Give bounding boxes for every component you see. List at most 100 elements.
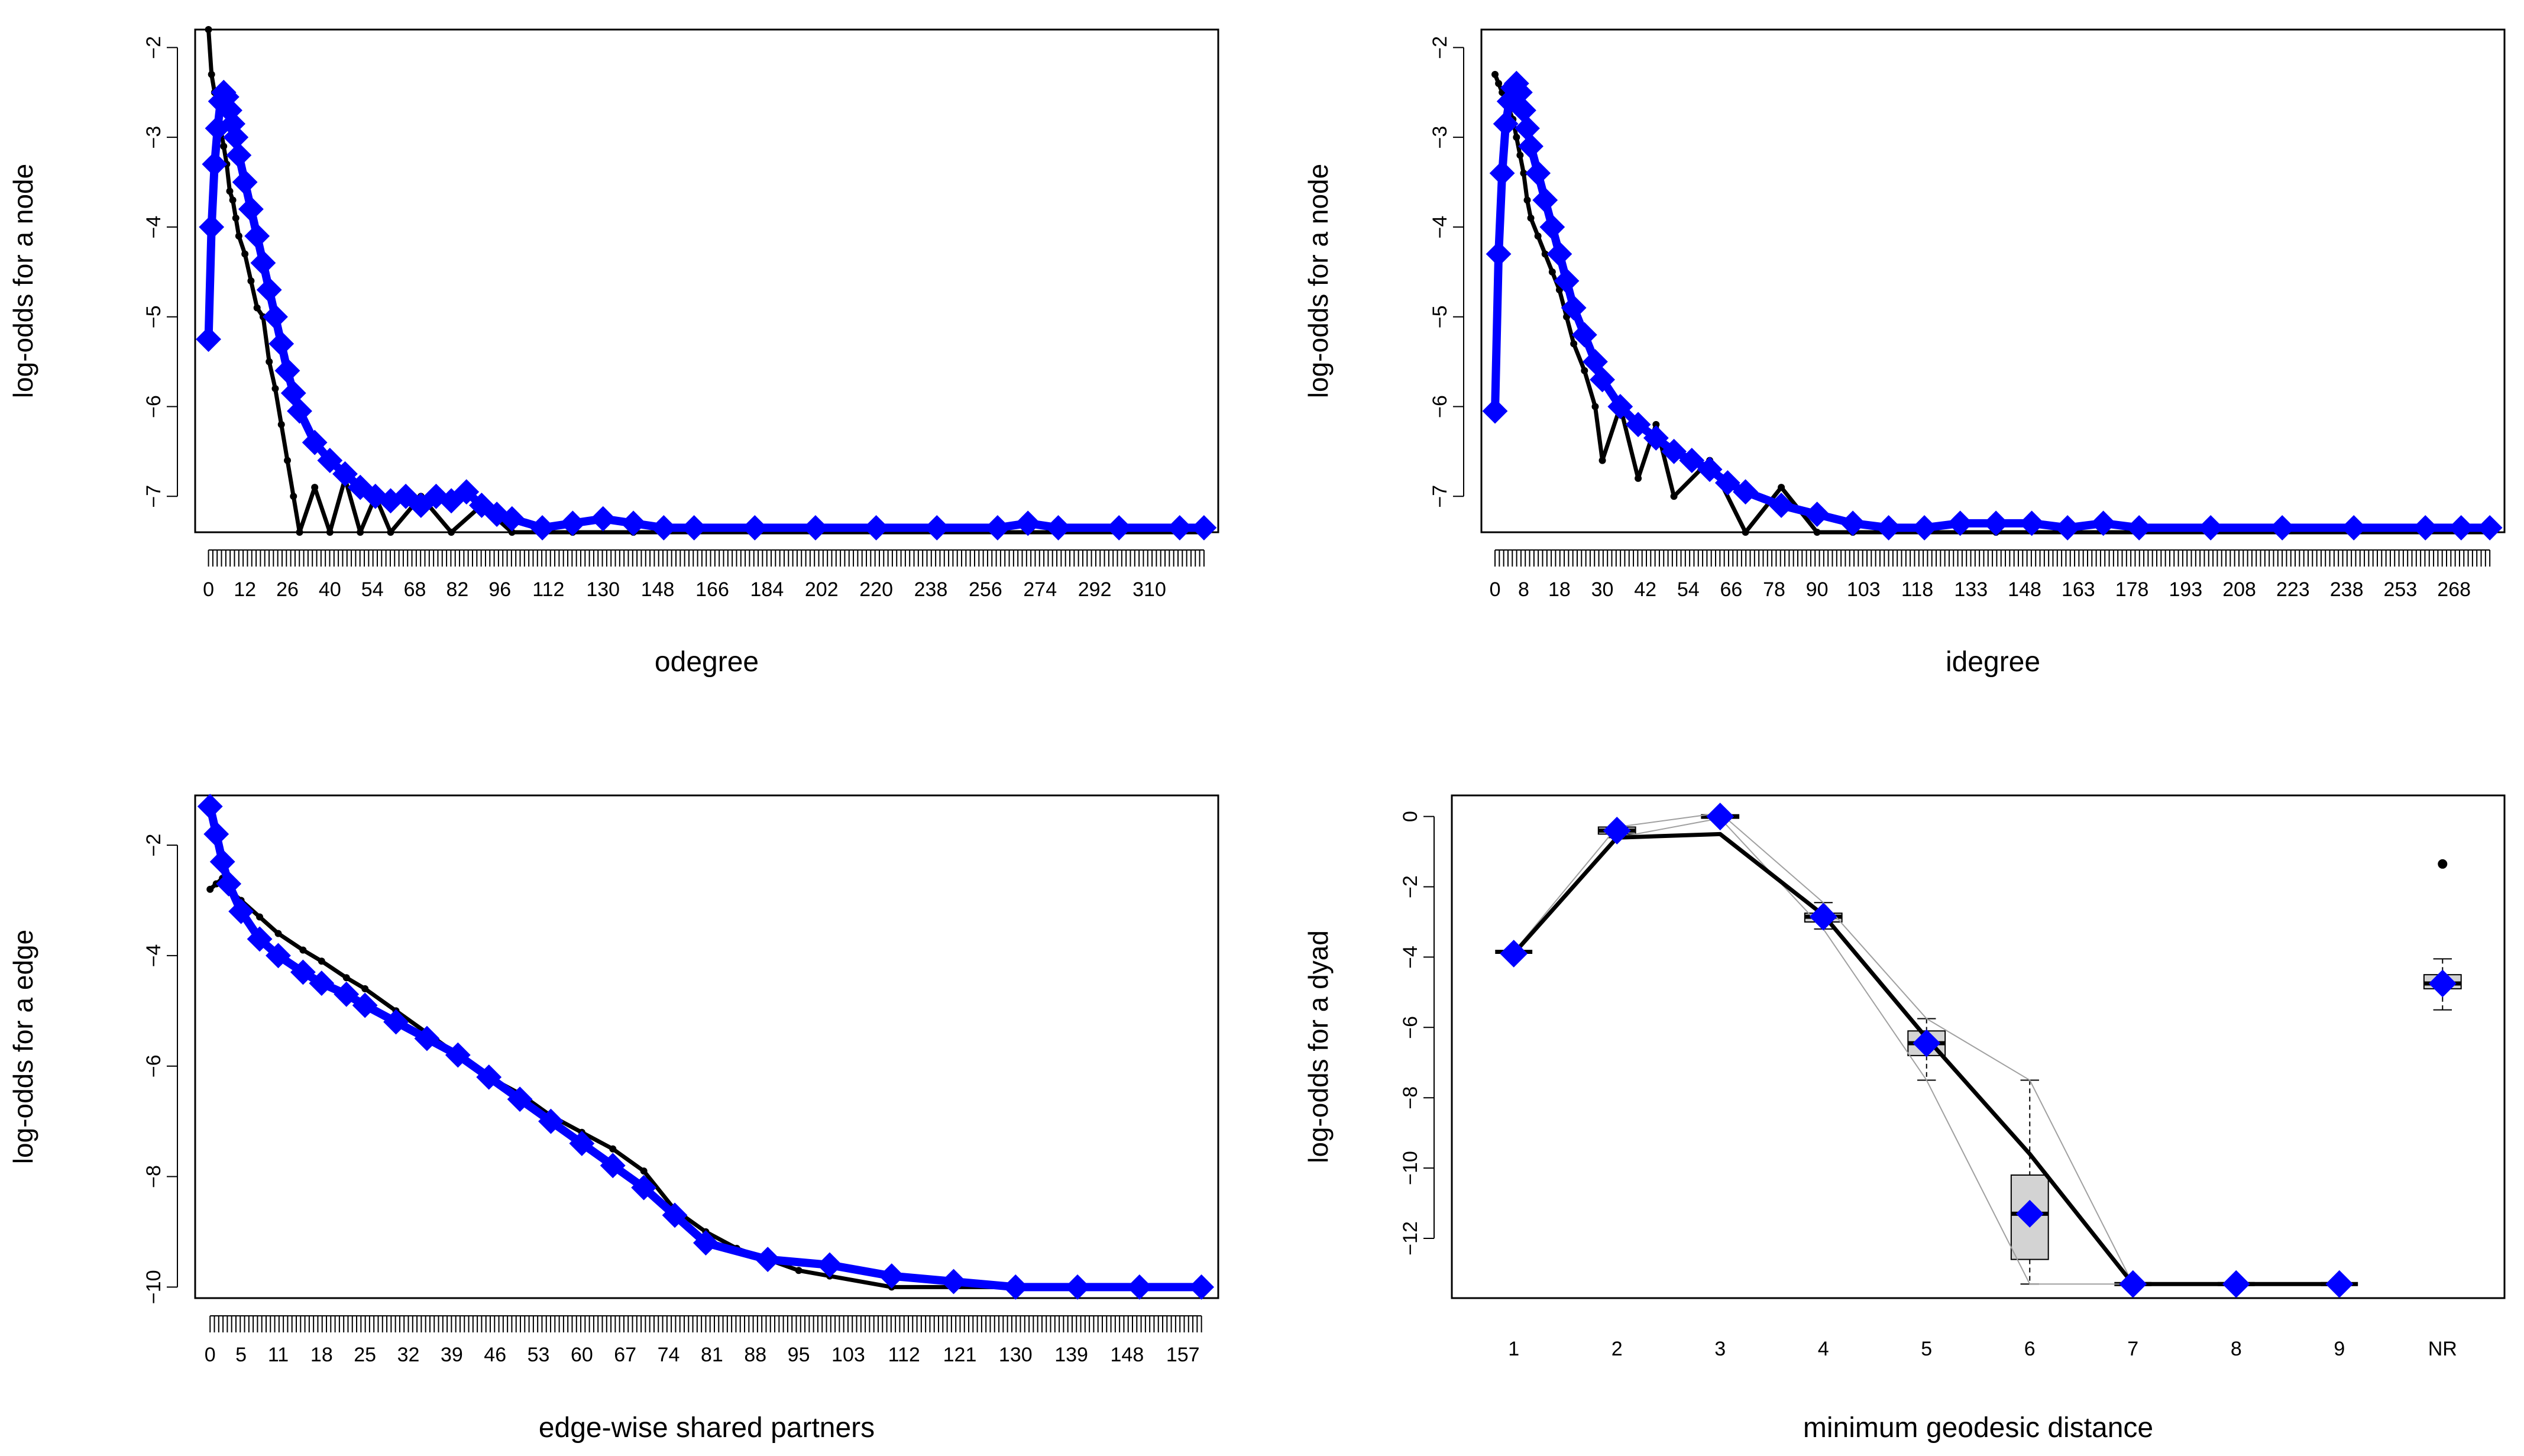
simulated-point xyxy=(817,1252,843,1278)
series-simulated-median xyxy=(196,79,1217,541)
x-tick-label: 139 xyxy=(1054,1344,1088,1366)
x-tick-label: NR xyxy=(2428,1338,2457,1360)
simulated-point xyxy=(681,515,707,541)
x-tick-label: 26 xyxy=(276,578,299,601)
y-tick-label: −6 xyxy=(1429,395,1451,418)
simulated-point xyxy=(383,1009,409,1035)
simulated-point xyxy=(1768,493,1794,518)
x-tick-label: 0 xyxy=(203,578,214,601)
simulated-point xyxy=(2126,515,2152,541)
x-tick-label: 310 xyxy=(1132,578,1166,601)
simulated-point xyxy=(1583,349,1608,375)
observed-point xyxy=(1520,169,1528,177)
y-tick-label: −6 xyxy=(143,1054,165,1078)
observed-point xyxy=(208,70,215,78)
observed-point xyxy=(1581,367,1588,374)
simulated-point xyxy=(1191,515,1217,541)
observed-point xyxy=(508,529,516,536)
observed-point xyxy=(1570,340,1578,348)
simulated-point xyxy=(2325,1270,2354,1298)
x-tick-label: 54 xyxy=(1677,578,1700,601)
simulated-point xyxy=(445,1042,471,1068)
simulated-point xyxy=(1983,510,2009,536)
simulated-point xyxy=(1546,241,1572,267)
x-tick-label: 121 xyxy=(943,1344,977,1366)
x-tick-label: 32 xyxy=(397,1344,420,1366)
x-tick-label: 0 xyxy=(205,1344,216,1366)
x-tick-label: 60 xyxy=(571,1344,593,1366)
x-axis: 0 5 11 18 25 32 39 46 53 60 67 74 81 88 95 103 112 121 130… xyxy=(205,1315,1202,1366)
simulated-point xyxy=(216,871,242,897)
x-tick-comb xyxy=(208,550,1205,567)
simulated-point xyxy=(1002,1274,1028,1300)
x-tick-label: 274 xyxy=(1023,578,1057,601)
x-tick-label: 223 xyxy=(2276,578,2310,601)
observed-point xyxy=(266,358,273,365)
y-tick-label: −3 xyxy=(143,126,165,149)
simulated-point xyxy=(1804,501,1830,528)
x-tick-label: 90 xyxy=(1806,578,1829,601)
simulated-point xyxy=(196,326,221,352)
observed-line xyxy=(208,876,1202,1289)
observed-point xyxy=(232,214,240,222)
x-tick-label: 82 xyxy=(446,578,468,601)
simulated-point xyxy=(2341,515,2367,541)
simulated-point xyxy=(332,461,358,487)
simulated-point xyxy=(1590,367,1615,393)
observed-point xyxy=(226,187,234,195)
y-tick-label: −4 xyxy=(143,944,165,967)
chart-panel-top-left: −7 −6 −5 −4 −3 −2 log-odds for a node 0 12 26 40 54… xyxy=(8,26,1219,678)
simulated-point xyxy=(352,992,378,1018)
observed-point xyxy=(1495,80,1503,88)
simulated-point xyxy=(1189,1274,1215,1300)
y-tick-label: −10 xyxy=(1399,1151,1422,1185)
x-tick-label: 208 xyxy=(2222,578,2256,601)
x-tick-label: 2 xyxy=(1612,1338,1623,1360)
simulated-point xyxy=(302,429,328,455)
observed-point xyxy=(1778,484,1785,491)
y-tick-label: −4 xyxy=(1399,946,1422,969)
simulated-point xyxy=(2428,969,2457,998)
x-tick-label: 112 xyxy=(888,1344,920,1366)
simulated-point xyxy=(268,331,295,357)
simulated-point xyxy=(266,943,291,969)
observed-point xyxy=(290,493,297,500)
simulated-point xyxy=(538,1108,564,1134)
observed-point xyxy=(1513,134,1520,141)
observed-point xyxy=(609,1145,617,1153)
simulated-point xyxy=(1525,160,1551,186)
x-tick-label: 112 xyxy=(532,578,564,601)
x-tick-label: 46 xyxy=(484,1344,506,1366)
simulated-point xyxy=(202,151,228,177)
x-tick-label: 1 xyxy=(1508,1338,1519,1360)
simulated-point xyxy=(2015,1199,2044,1228)
y-tick-label: −2 xyxy=(1429,36,1451,59)
y-axis-title: log-odds for a node xyxy=(8,164,38,398)
simulated-point xyxy=(2091,510,2117,536)
x-tick-label: 54 xyxy=(361,578,384,601)
simulated-point xyxy=(1714,470,1740,496)
observed-point xyxy=(1813,529,1821,536)
x-tick-label: 53 xyxy=(528,1344,550,1366)
simulated-point xyxy=(1532,187,1558,213)
x-tick-label: 7 xyxy=(2127,1338,2138,1360)
x-tick-label: 148 xyxy=(2008,578,2041,601)
observed-point xyxy=(1591,403,1599,410)
x-tick-label: 148 xyxy=(641,578,675,601)
y-tick-label: −8 xyxy=(1399,1086,1422,1109)
simulated-point xyxy=(1554,268,1580,294)
x-tick-label: 202 xyxy=(805,578,839,601)
x-tick-label: 4 xyxy=(1818,1338,1829,1360)
simulated-point xyxy=(274,358,300,384)
simulated-point xyxy=(631,1174,657,1201)
simulated-point xyxy=(1489,160,1515,186)
y-axis: 0 −2 −4 −6 −8 −10 −12 xyxy=(1399,811,1435,1256)
x-tick-label: 0 xyxy=(1490,578,1501,601)
chart-panel-top-right: −7 −6 −5 −4 −3 −2 log-odds for a node 0 8 18 30 42 5… xyxy=(1303,28,2506,678)
simulated-point xyxy=(1607,394,1633,419)
y-tick-label: −5 xyxy=(1429,305,1451,328)
observed-point xyxy=(271,385,279,393)
observed-point xyxy=(342,974,350,982)
observed-point xyxy=(311,484,319,491)
